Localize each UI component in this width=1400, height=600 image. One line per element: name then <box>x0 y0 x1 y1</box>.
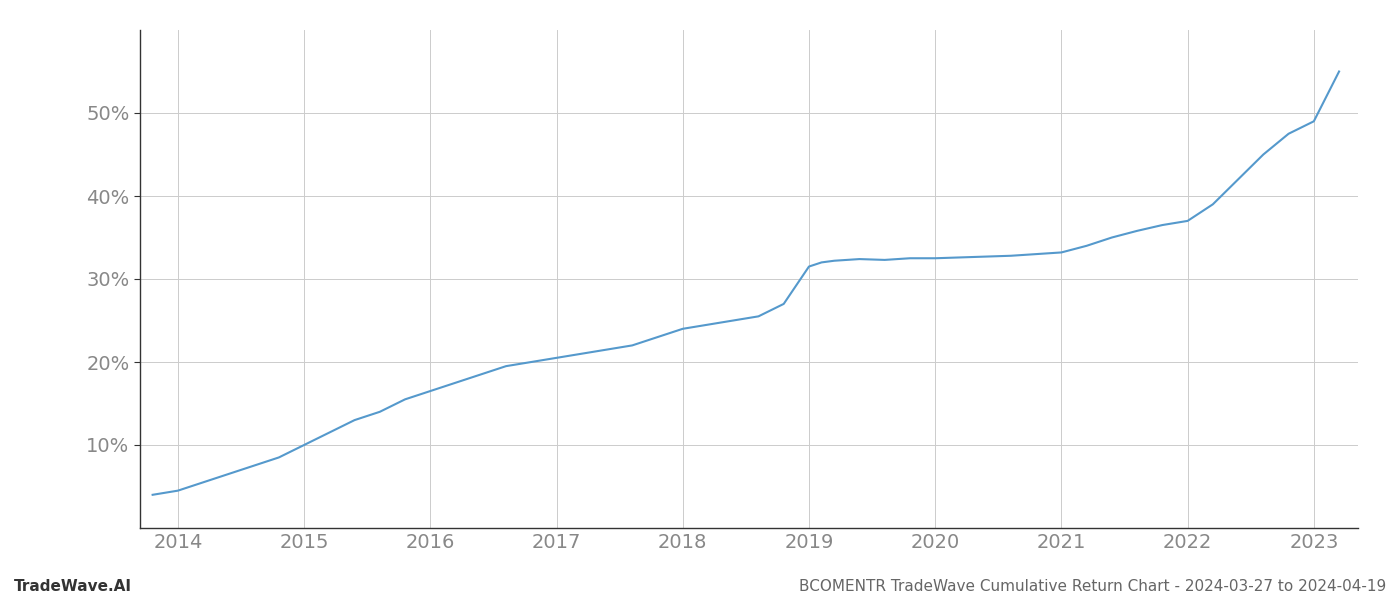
Text: BCOMENTR TradeWave Cumulative Return Chart - 2024-03-27 to 2024-04-19: BCOMENTR TradeWave Cumulative Return Cha… <box>799 579 1386 594</box>
Text: TradeWave.AI: TradeWave.AI <box>14 579 132 594</box>
